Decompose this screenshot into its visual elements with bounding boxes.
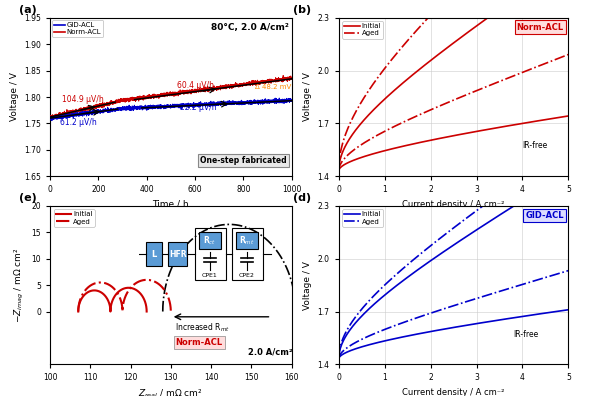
Line: GID-ACL: GID-ACL bbox=[50, 98, 292, 121]
Norm-ACL bbox=[257, 79, 264, 84]
Norm-ACL bbox=[139, 97, 146, 102]
Text: (e): (e) bbox=[19, 193, 37, 203]
Y-axis label: Voltage / V: Voltage / V bbox=[303, 72, 312, 122]
Legend: Initial, Aged: Initial, Aged bbox=[342, 209, 383, 227]
Text: Norm-ACL: Norm-ACL bbox=[517, 23, 564, 32]
Text: 104.9 μV/h: 104.9 μV/h bbox=[62, 95, 104, 104]
Text: 2.0 A/cm²: 2.0 A/cm² bbox=[248, 347, 293, 356]
Norm-ACL bbox=[47, 114, 54, 119]
Legend: Initial, Aged: Initial, Aged bbox=[54, 209, 95, 227]
Text: IR-free: IR-free bbox=[513, 330, 538, 339]
X-axis label: Current density / A cm⁻²: Current density / A cm⁻² bbox=[402, 388, 505, 396]
Text: (a): (a) bbox=[19, 5, 37, 15]
GID-ACL bbox=[74, 111, 81, 116]
GID-ACL bbox=[257, 99, 264, 104]
GID-ACL bbox=[48, 118, 55, 123]
Legend: Initial, Aged: Initial, Aged bbox=[342, 21, 383, 38]
Legend: GID-ACL, Norm-ACL: GID-ACL, Norm-ACL bbox=[52, 20, 104, 37]
GID-ACL bbox=[47, 118, 54, 122]
X-axis label: Time / h: Time / h bbox=[153, 200, 189, 209]
Y-axis label: Voltage / V: Voltage / V bbox=[303, 261, 312, 310]
GID-ACL bbox=[276, 96, 283, 101]
Text: 80°C, 2.0 A/cm²: 80°C, 2.0 A/cm² bbox=[211, 23, 289, 32]
Text: Δ 48.2 mV: Δ 48.2 mV bbox=[256, 84, 292, 90]
GID-ACL bbox=[288, 99, 295, 104]
Text: 60.4 μV/h: 60.4 μV/h bbox=[177, 81, 214, 90]
Line: Norm-ACL: Norm-ACL bbox=[50, 76, 292, 119]
Norm-ACL bbox=[150, 94, 157, 99]
Text: Increased R$_{mt}$: Increased R$_{mt}$ bbox=[175, 321, 229, 333]
GID-ACL bbox=[283, 98, 290, 103]
Text: 61.2 μV/h: 61.2 μV/h bbox=[59, 118, 97, 127]
Text: (d): (d) bbox=[293, 193, 311, 203]
Norm-ACL bbox=[288, 76, 295, 81]
Y-axis label: $-Z_{imag}$ / mΩ cm²: $-Z_{imag}$ / mΩ cm² bbox=[13, 247, 26, 323]
Norm-ACL bbox=[74, 109, 81, 114]
Text: IR-free: IR-free bbox=[522, 141, 548, 150]
X-axis label: $Z_{real}$ / mΩ cm²: $Z_{real}$ / mΩ cm² bbox=[138, 388, 203, 396]
X-axis label: Current density / A cm⁻²: Current density / A cm⁻² bbox=[402, 200, 505, 209]
Y-axis label: Voltage / V: Voltage / V bbox=[9, 72, 19, 122]
GID-ACL bbox=[139, 104, 146, 109]
GID-ACL bbox=[88, 112, 95, 117]
Norm-ACL bbox=[88, 105, 95, 109]
Text: (b): (b) bbox=[293, 5, 311, 15]
Text: Norm-ACL: Norm-ACL bbox=[176, 338, 223, 347]
Norm-ACL bbox=[48, 116, 55, 121]
Text: GID-ACL: GID-ACL bbox=[525, 211, 564, 220]
Norm-ACL bbox=[280, 73, 287, 78]
Text: 22.2 μV/h: 22.2 μV/h bbox=[180, 103, 217, 112]
Norm-ACL bbox=[283, 76, 290, 80]
GID-ACL bbox=[150, 106, 157, 111]
Text: One-step fabricated: One-step fabricated bbox=[200, 156, 287, 165]
